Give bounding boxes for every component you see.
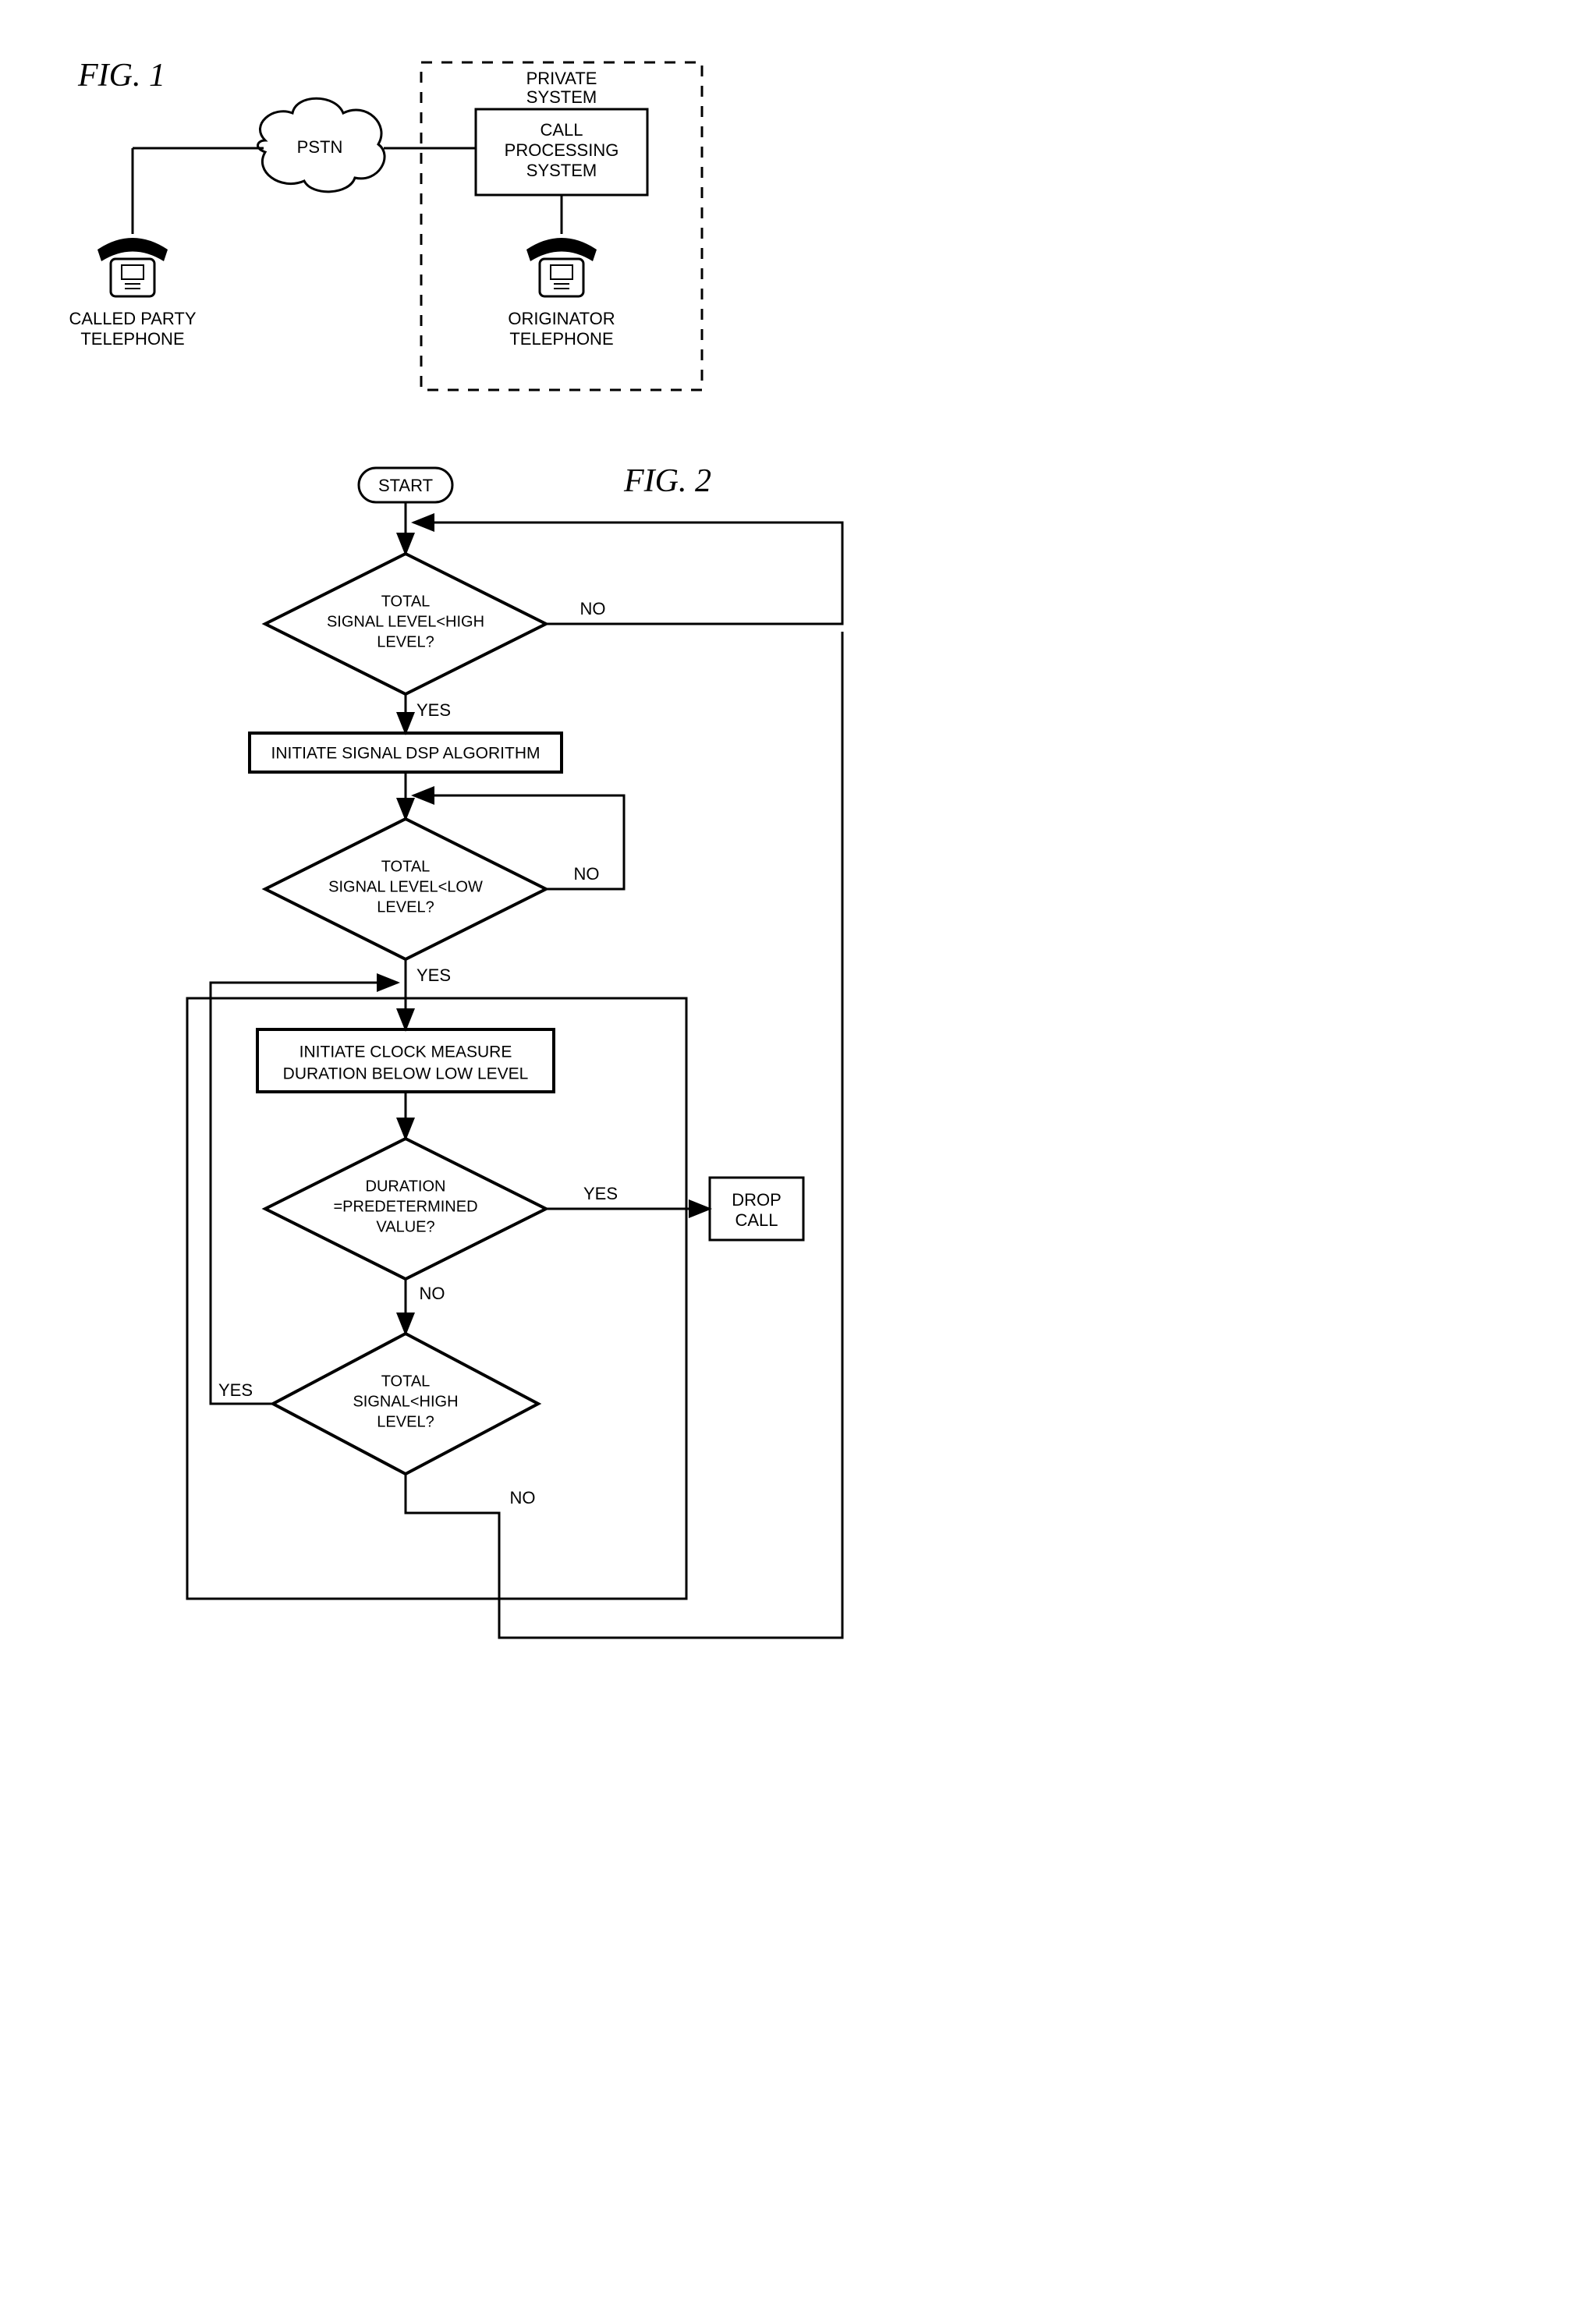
svg-text:LEVEL?: LEVEL? <box>377 898 434 916</box>
called-phone-icon <box>97 238 168 296</box>
d3-yes: YES <box>583 1184 618 1203</box>
private-system-label-2: SYSTEM <box>526 87 597 107</box>
d3-no: NO <box>420 1284 445 1303</box>
edge-d1-no <box>413 523 842 624</box>
cps-l1: CALL <box>540 120 583 140</box>
start-label: START <box>378 476 433 495</box>
d1-yes: YES <box>416 700 451 720</box>
cps-l2: PROCESSING <box>505 140 619 160</box>
figure-2: FIG. 2 START TOTAL SIGNAL LEVEL<HIGH LEV… <box>31 437 889 1724</box>
svg-text:SIGNAL LEVEL<HIGH: SIGNAL LEVEL<HIGH <box>327 613 484 630</box>
called-l2: TELEPHONE <box>80 329 184 349</box>
fig2-title: FIG. 2 <box>623 463 711 499</box>
cps-l3: SYSTEM <box>526 161 597 180</box>
drop-l2: CALL <box>735 1210 778 1230</box>
orig-l2: TELEPHONE <box>509 329 613 349</box>
d1-no: NO <box>580 599 606 618</box>
decision-d3: DURATION =PREDETERMINED VALUE? <box>265 1139 546 1279</box>
private-system-label-1: PRIVATE <box>526 69 597 88</box>
pstn-label: PSTN <box>297 137 343 157</box>
fig1-title: FIG. 1 <box>77 58 165 94</box>
edge-d4-no <box>406 632 842 1638</box>
svg-text:TOTAL: TOTAL <box>381 858 431 875</box>
svg-text:SIGNAL<HIGH: SIGNAL<HIGH <box>353 1393 458 1410</box>
d2-yes: YES <box>416 965 451 985</box>
svg-text:TOTAL: TOTAL <box>381 1373 431 1390</box>
svg-text:TOTAL: TOTAL <box>381 593 431 610</box>
decision-d4: TOTAL SIGNAL<HIGH LEVEL? <box>273 1334 538 1474</box>
p2-l2: DURATION BELOW LOW LEVEL <box>283 1065 529 1083</box>
figure-1: FIG. 1 PSTN PRIVATE SYSTEM CALL PROCESSI… <box>31 31 811 437</box>
pstn-cloud: PSTN <box>258 98 385 192</box>
d4-no: NO <box>510 1488 536 1507</box>
svg-text:SIGNAL LEVEL<LOW: SIGNAL LEVEL<LOW <box>328 878 483 895</box>
p1-label: INITIATE SIGNAL DSP ALGORITHM <box>271 745 540 763</box>
svg-text:LEVEL?: LEVEL? <box>377 633 434 650</box>
decision-d1: TOTAL SIGNAL LEVEL<HIGH LEVEL? <box>265 554 546 694</box>
svg-text:VALUE?: VALUE? <box>376 1218 434 1235</box>
called-l1: CALLED PARTY <box>69 309 196 328</box>
svg-text:DURATION: DURATION <box>366 1178 446 1195</box>
drop-l1: DROP <box>732 1190 782 1210</box>
originator-phone-icon <box>526 238 597 296</box>
d2-no: NO <box>574 864 600 884</box>
p2-l1: INITIATE CLOCK MEASURE <box>300 1043 512 1061</box>
orig-l1: ORIGINATOR <box>508 309 615 328</box>
svg-text:=PREDETERMINED: =PREDETERMINED <box>333 1198 477 1215</box>
svg-text:LEVEL?: LEVEL? <box>377 1413 434 1430</box>
decision-d2: TOTAL SIGNAL LEVEL<LOW LEVEL? <box>265 819 546 959</box>
d4-yes: YES <box>218 1380 253 1400</box>
